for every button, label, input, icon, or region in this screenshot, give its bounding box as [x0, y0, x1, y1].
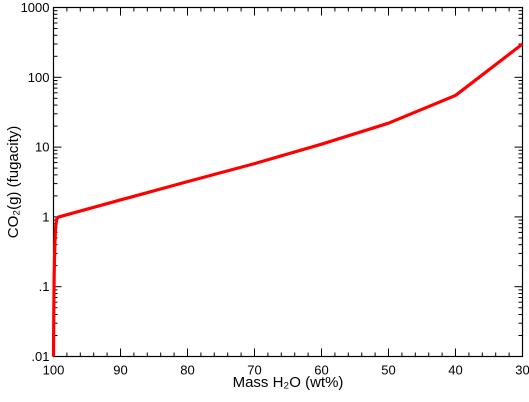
- x-tick-label: 60: [314, 363, 328, 378]
- x-tick-label: 30: [515, 363, 529, 378]
- x-tick-label: 70: [247, 363, 261, 378]
- x-tick-label: 50: [381, 363, 395, 378]
- x-tick-label: 100: [43, 363, 65, 378]
- x-tick-label: 80: [180, 363, 194, 378]
- x-tick-labels: 100 90 80 70 60 50 40 30: [43, 363, 529, 378]
- plot-frame: [52, 6, 524, 358]
- y-axis-title: CO₂(g) (fugacity): [5, 126, 22, 239]
- y-tick-label: .1: [39, 279, 50, 294]
- y-tick-label: .01: [31, 349, 49, 364]
- x-tick-label: 90: [113, 363, 127, 378]
- x-axis-title: Mass H₂O (wt%): [233, 374, 344, 391]
- x-tick-label: 40: [448, 363, 462, 378]
- y-tick-label: 10: [35, 140, 49, 155]
- axis-ticks: [53, 7, 523, 357]
- series-line: [51, 42, 524, 357]
- series-group: [51, 42, 524, 357]
- y-tick-label: 1000: [21, 0, 50, 15]
- y-tick-label: 1: [42, 209, 49, 224]
- y-tick-label: 100: [28, 70, 50, 85]
- y-tick-labels: .01 .1 1 10 100 1000: [21, 0, 50, 364]
